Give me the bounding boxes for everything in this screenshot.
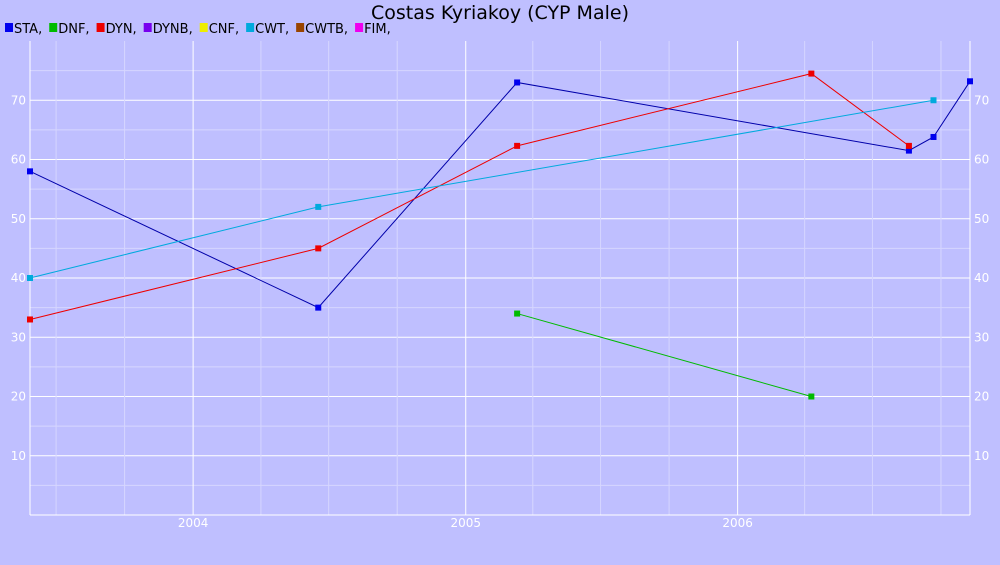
data-point — [514, 142, 521, 149]
legend-swatch — [296, 23, 305, 32]
series-line — [516, 313, 812, 397]
legend-label: DNF, — [58, 22, 89, 37]
data-point — [27, 316, 33, 323]
axes: 10 10 20 20 30 30 40 40 50 50 60 60 70 70 2004 2005 2006 — [11, 41, 989, 530]
x-tick-label: 2006 — [722, 516, 753, 530]
x-tick-label: 2005 — [450, 516, 481, 530]
data-point — [967, 78, 973, 85]
series-lines — [29, 73, 971, 397]
data-point — [808, 70, 815, 77]
legend-swatch — [143, 23, 152, 32]
y-tick-label-left: 30 — [11, 330, 26, 344]
data-point — [514, 79, 521, 86]
y-tick-label-right: 30 — [974, 330, 989, 344]
legend-label: CNF, — [209, 22, 239, 37]
y-tick-label-right: 20 — [974, 390, 989, 404]
legend-swatch — [49, 23, 58, 32]
legend-label: FIM, — [364, 22, 391, 37]
y-tick-label-right: 70 — [974, 93, 989, 107]
legend-swatch — [246, 23, 255, 32]
legend-swatch — [199, 23, 208, 32]
data-point — [930, 133, 937, 140]
legend-label: DYN, — [106, 22, 137, 37]
data-point — [905, 142, 912, 149]
legend-label: STA, — [14, 22, 42, 37]
y-tick-label-right: 50 — [974, 212, 989, 226]
legend-label: CWT, — [255, 22, 289, 37]
data-point — [315, 304, 322, 311]
x-tick-label: 2004 — [178, 516, 209, 530]
data-point — [315, 245, 322, 252]
data-point — [27, 168, 33, 175]
y-tick-label-left: 10 — [11, 449, 26, 463]
y-tick-label-right: 10 — [974, 449, 989, 463]
y-tick-label-right: 40 — [974, 271, 989, 285]
data-point — [808, 393, 815, 400]
grid — [30, 41, 970, 515]
y-tick-label-left: 40 — [11, 271, 26, 285]
chart-title: Costas Kyriakoy (CYP Male) — [371, 2, 629, 24]
data-point — [905, 147, 912, 154]
series-line — [29, 81, 971, 309]
legend-swatch — [96, 23, 105, 32]
legend: STA, DNF, DYN, DYNB, CNF, CWT, CWTB, FIM, — [5, 22, 391, 37]
legend-label: CWTB, — [305, 22, 348, 37]
y-tick-label-right: 60 — [974, 153, 989, 167]
legend-swatch — [5, 23, 13, 32]
legend-label: DYNB, — [153, 22, 193, 37]
y-tick-label-left: 20 — [11, 390, 26, 404]
data-point — [514, 310, 521, 317]
data-point — [930, 97, 937, 104]
data-point — [27, 275, 33, 281]
series-line — [29, 73, 910, 320]
y-tick-label-left: 50 — [11, 212, 26, 226]
legend-swatch — [355, 23, 364, 32]
y-tick-label-left: 70 — [11, 93, 26, 107]
series-markers — [27, 70, 973, 400]
y-tick-label-left: 60 — [11, 153, 26, 167]
data-point — [315, 203, 322, 210]
